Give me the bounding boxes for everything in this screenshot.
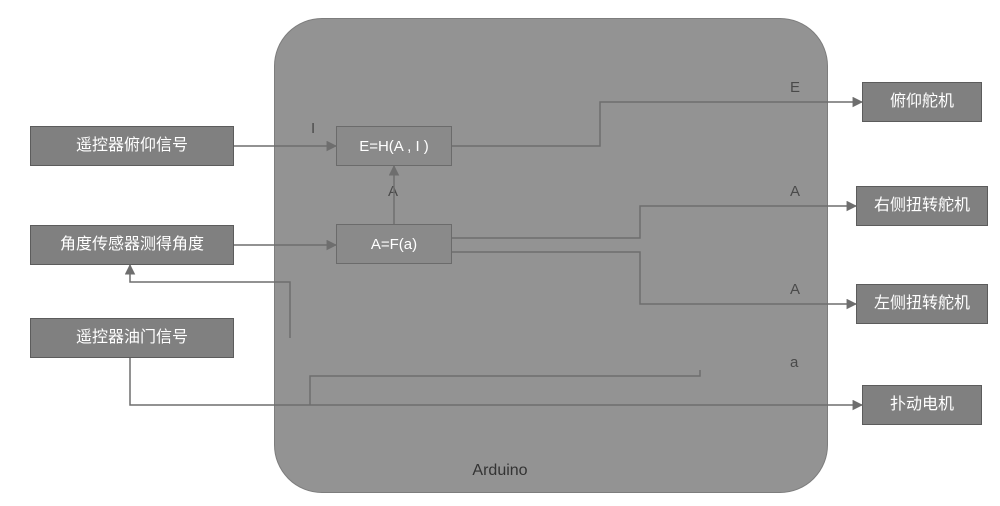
input-angle-sensor-reading: 角度传感器测得角度	[30, 225, 234, 265]
fn-box-h: E=H(A , I )	[336, 126, 452, 166]
input-remote-pitch-signal: 遥控器俯仰信号	[30, 126, 234, 166]
input-remote-throttle-signal: 遥控器油门信号	[30, 318, 234, 358]
signal-label-A-left: A	[790, 281, 800, 298]
diagram-canvas: { "colors": { "page_bg": "#ffffff", "ard…	[0, 0, 1000, 506]
signal-label-A-internal: A	[388, 183, 398, 200]
signal-label-a: a	[790, 354, 798, 371]
fn-box-f: A=F(a)	[336, 224, 452, 264]
output-right-twist-servo: 右侧扭转舵机	[856, 186, 988, 226]
output-flapping-motor: 扑动电机	[862, 385, 982, 425]
arduino-label: Arduino	[440, 462, 560, 480]
signal-label-A-right: A	[790, 183, 800, 200]
signal-label-E: E	[790, 79, 800, 96]
signal-label-I: I	[311, 120, 315, 137]
output-left-twist-servo: 左侧扭转舵机	[856, 284, 988, 324]
output-pitch-servo: 俯仰舵机	[862, 82, 982, 122]
